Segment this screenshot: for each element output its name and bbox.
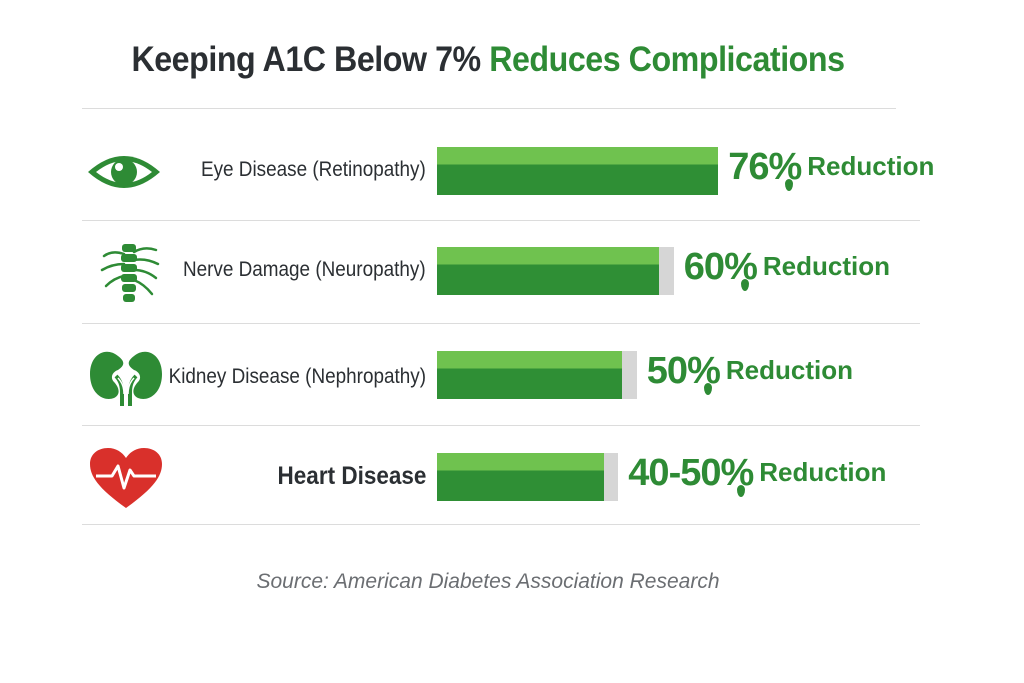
bar-track [437, 247, 674, 295]
row-divider [82, 323, 920, 324]
bar-label: Heart Disease [277, 462, 426, 490]
value-label: 40-50% [628, 452, 754, 494]
bar-track [437, 351, 637, 399]
bar-annotation: 60% Reduction [684, 246, 890, 291]
bar-track [437, 453, 619, 501]
bar-fill [437, 453, 604, 501]
bar-annotation: 76% Reduction [728, 146, 935, 191]
value-suffix: Reduction [759, 457, 887, 487]
bar-fill [437, 247, 659, 295]
row-divider [82, 220, 920, 221]
drop-marker [785, 179, 794, 191]
drop-marker [737, 485, 746, 497]
bar-row-heart: Heart Disease 40-50% Reduction [0, 428, 1024, 528]
bar-track [437, 147, 719, 195]
bar-row-kidney: Kidney Disease (Nephropathy) 50% Reductio… [0, 326, 1024, 426]
bar-label: Nerve Damage (Neuropathy) [183, 258, 426, 281]
value-suffix: Reduction [807, 151, 935, 181]
bar-annotation: 40-50% Reduction [628, 452, 887, 497]
drop-marker [740, 279, 749, 291]
bar-annotation: 50% Reduction [647, 350, 853, 395]
source-note: Source: American Diabetes Association Re… [256, 570, 720, 593]
bar-row-eye: Eye Disease (Retinopathy) 76% Reduction [0, 122, 1024, 222]
bottom-divider [82, 524, 920, 525]
bar-row-nerve: Nerve Damage (Neuropathy) 60% Reduction [0, 222, 1024, 322]
bar-fill [437, 147, 719, 195]
drop-marker [703, 383, 712, 395]
spine-nerve-icon [100, 244, 160, 302]
title-highlight: Reduces Complications [489, 40, 845, 79]
heart-icon [90, 448, 162, 508]
bar-fill [437, 351, 622, 399]
value-suffix: Reduction [762, 251, 890, 281]
title-prefix: Keeping A1C Below 7% [131, 40, 481, 79]
bar-label: Eye Disease (Retinopathy) [201, 158, 426, 181]
eye-icon [88, 156, 160, 188]
kidney-icon [90, 351, 162, 406]
value-suffix: Reduction [725, 355, 853, 385]
row-divider [82, 425, 920, 426]
top-divider [82, 108, 896, 109]
chart-title: Keeping A1C Below 7% Reduces Complicatio… [39, 40, 937, 80]
bar-label: Kidney Disease (Nephropathy) [168, 365, 426, 388]
